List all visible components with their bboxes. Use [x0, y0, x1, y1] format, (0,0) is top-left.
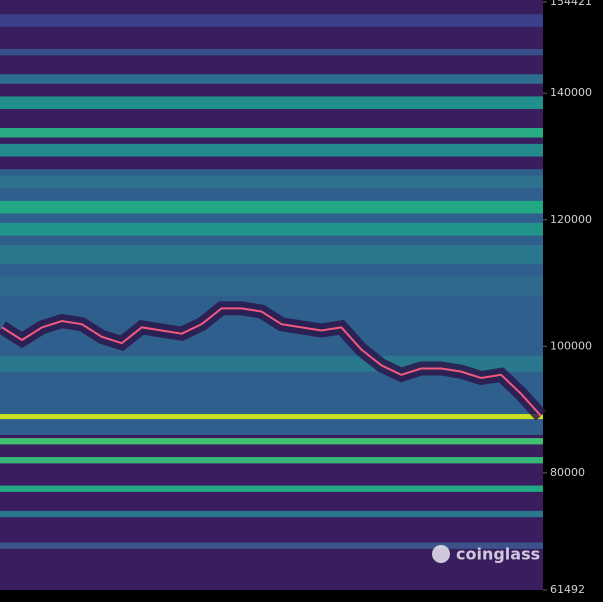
heat-band: [0, 128, 543, 138]
price-line: [1, 307, 542, 417]
heat-band: [0, 96, 543, 110]
heat-band: [0, 175, 543, 189]
y-tick-label: 140000: [550, 86, 592, 99]
heat-band: [0, 245, 543, 265]
plot: [0, 0, 547, 590]
heat-band: [0, 438, 543, 445]
heat-band: [0, 457, 543, 464]
heat-band: [0, 74, 543, 84]
heat-band: [0, 200, 543, 214]
y-tick-label: 154421: [550, 0, 592, 8]
y-tick-label: 100000: [550, 339, 592, 352]
heat-band: [0, 510, 543, 518]
heat-band: [0, 485, 543, 492]
y-tick-label: 80000: [550, 466, 585, 479]
heat-band: [0, 276, 543, 296]
y-tick-label: 61492: [550, 583, 585, 596]
watermark: coinglass: [456, 545, 540, 564]
heat-band: [0, 169, 543, 435]
watermark-logo: [432, 545, 450, 563]
heat-band: [0, 414, 543, 420]
heat-band: [0, 48, 543, 56]
heat-band: [0, 222, 543, 236]
heat-band: [0, 14, 543, 27]
heat-band: [0, 143, 543, 157]
y-tick-label: 120000: [550, 213, 592, 226]
heat-band: [0, 542, 543, 549]
